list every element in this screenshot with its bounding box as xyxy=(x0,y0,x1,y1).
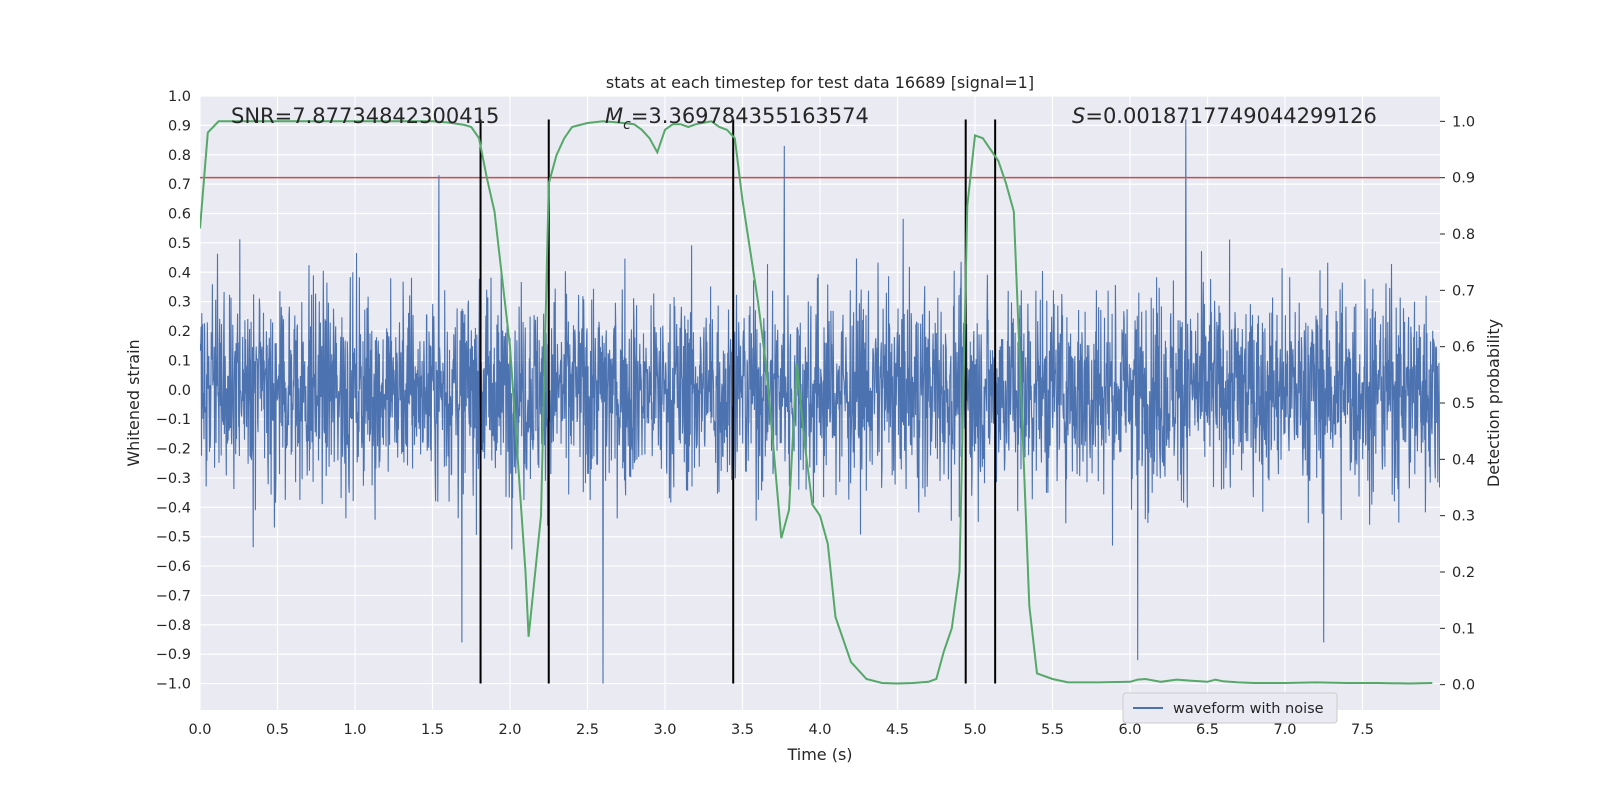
y-tick-label: −0.4 xyxy=(156,500,191,516)
y-tick-label: 0.2 xyxy=(168,324,191,340)
y-tick-label: 0.5 xyxy=(168,236,191,252)
y-tick-label: 0.4 xyxy=(168,265,191,281)
x-axis-label: Time (s) xyxy=(786,745,852,764)
s-symbol: S xyxy=(1072,104,1085,128)
chirp-mass-symbol: M xyxy=(605,104,623,128)
detection-probability-line xyxy=(200,120,1433,685)
y2-tick-label: 0.8 xyxy=(1452,227,1475,243)
x-tick-label: 0.5 xyxy=(266,722,289,738)
grid xyxy=(199,95,1440,710)
chirp-mass-value: =3.369784355163574 xyxy=(631,104,869,128)
y-tick-label: 0.3 xyxy=(168,295,191,311)
x-tick-label: 7.5 xyxy=(1351,722,1374,738)
x-tick-label: 3.5 xyxy=(731,722,754,738)
y-tick-label: −0.2 xyxy=(156,442,191,458)
x-tick-label: 1.5 xyxy=(421,722,444,738)
y-tick-label: 0.1 xyxy=(168,353,191,369)
legend-box xyxy=(1122,692,1338,724)
s-statistic-annotation: S=0.0018717749044299126 xyxy=(1072,104,1377,128)
y2-tick-label: 0.7 xyxy=(1452,283,1475,299)
y2-tick-label: 0.4 xyxy=(1452,452,1475,468)
chart-title: stats at each timestep for test data 166… xyxy=(606,73,1034,92)
y2-tick-label: 0.9 xyxy=(1452,171,1475,187)
y-axis-label: Whitened strain xyxy=(124,339,143,466)
y2-tick-label: 0.0 xyxy=(1452,678,1475,694)
x-tick-label: 7.0 xyxy=(1273,722,1296,738)
x-tick-label: 6.5 xyxy=(1196,722,1219,738)
x-tick-label: 3.0 xyxy=(653,722,676,738)
x-tick-label: 6.0 xyxy=(1118,722,1141,738)
y-tick-label: −0.9 xyxy=(156,647,191,663)
x-tick-label: 4.5 xyxy=(886,722,909,738)
y2-tick-label: 1.0 xyxy=(1452,114,1475,130)
y-tick-label: −1.0 xyxy=(156,677,191,693)
x-tick-label: 5.0 xyxy=(963,722,986,738)
y-tick-label: 1.0 xyxy=(168,89,191,105)
legend-label: waveform with noise xyxy=(1173,701,1324,717)
y-tick-label: −0.3 xyxy=(156,471,191,487)
y2-tick-label: 0.3 xyxy=(1452,509,1475,525)
chirp-mass-subscript: c xyxy=(623,117,631,133)
y2-axis-label: Detection probability xyxy=(1484,319,1503,487)
y-tick-label: −0.8 xyxy=(156,618,191,634)
x-tick-label: 1.0 xyxy=(343,722,366,738)
waveform-with-noise-line xyxy=(200,119,1440,684)
y-tick-labels: 1.0 0.9 0.8 0.7 0.6 0.5 0.4 0.3 0.2 0.1 0.0 −0.1 −0.… xyxy=(156,89,191,693)
y-tick-label: −0.5 xyxy=(156,530,191,546)
x-tick-label: 5.5 xyxy=(1041,722,1064,738)
y-tick-label: −0.6 xyxy=(156,559,191,575)
x-tick-label: 0.0 xyxy=(188,722,211,738)
x-tick-labels: 0.0 0.5 1.0 1.5 2.0 2.5 3.0 3.5 4.0 4.5 5.0 5.5 6.0 6… xyxy=(188,722,1374,738)
y-tick-label: 0.9 xyxy=(168,118,191,134)
x-tick-label: 2.5 xyxy=(576,722,599,738)
y2-tick-label: 0.1 xyxy=(1452,621,1475,637)
y-tick-label: 0.7 xyxy=(168,177,191,193)
y2-tick-label: 0.2 xyxy=(1452,565,1475,581)
y-tick-label: 0.6 xyxy=(168,207,191,223)
waveform-series xyxy=(200,119,1440,684)
s-value: =0.0018717749044299126 xyxy=(1085,104,1377,128)
x-tick-label: 2.0 xyxy=(498,722,521,738)
chirp-mass-annotation: Mc=3.369784355163574 xyxy=(605,104,869,133)
y2-tick-label: 0.6 xyxy=(1452,340,1475,356)
y-tick-label: −0.1 xyxy=(156,412,191,428)
y-tick-label: 0.0 xyxy=(168,383,191,399)
x-tick-label: 4.0 xyxy=(808,722,831,738)
snr-annotation: SNR=7.87734842300415 xyxy=(231,104,499,128)
legend: waveform with noise xyxy=(1122,692,1338,724)
y-tick-label: 0.8 xyxy=(168,148,191,164)
y2-tick-labels: 1.0 0.9 0.8 0.7 0.6 0.5 0.4 0.3 0.2 0.1 0.0 xyxy=(1440,114,1475,694)
y-tick-label: −0.7 xyxy=(156,588,191,604)
y2-tick-label: 0.5 xyxy=(1452,396,1475,412)
event-marker-lines xyxy=(479,119,997,684)
